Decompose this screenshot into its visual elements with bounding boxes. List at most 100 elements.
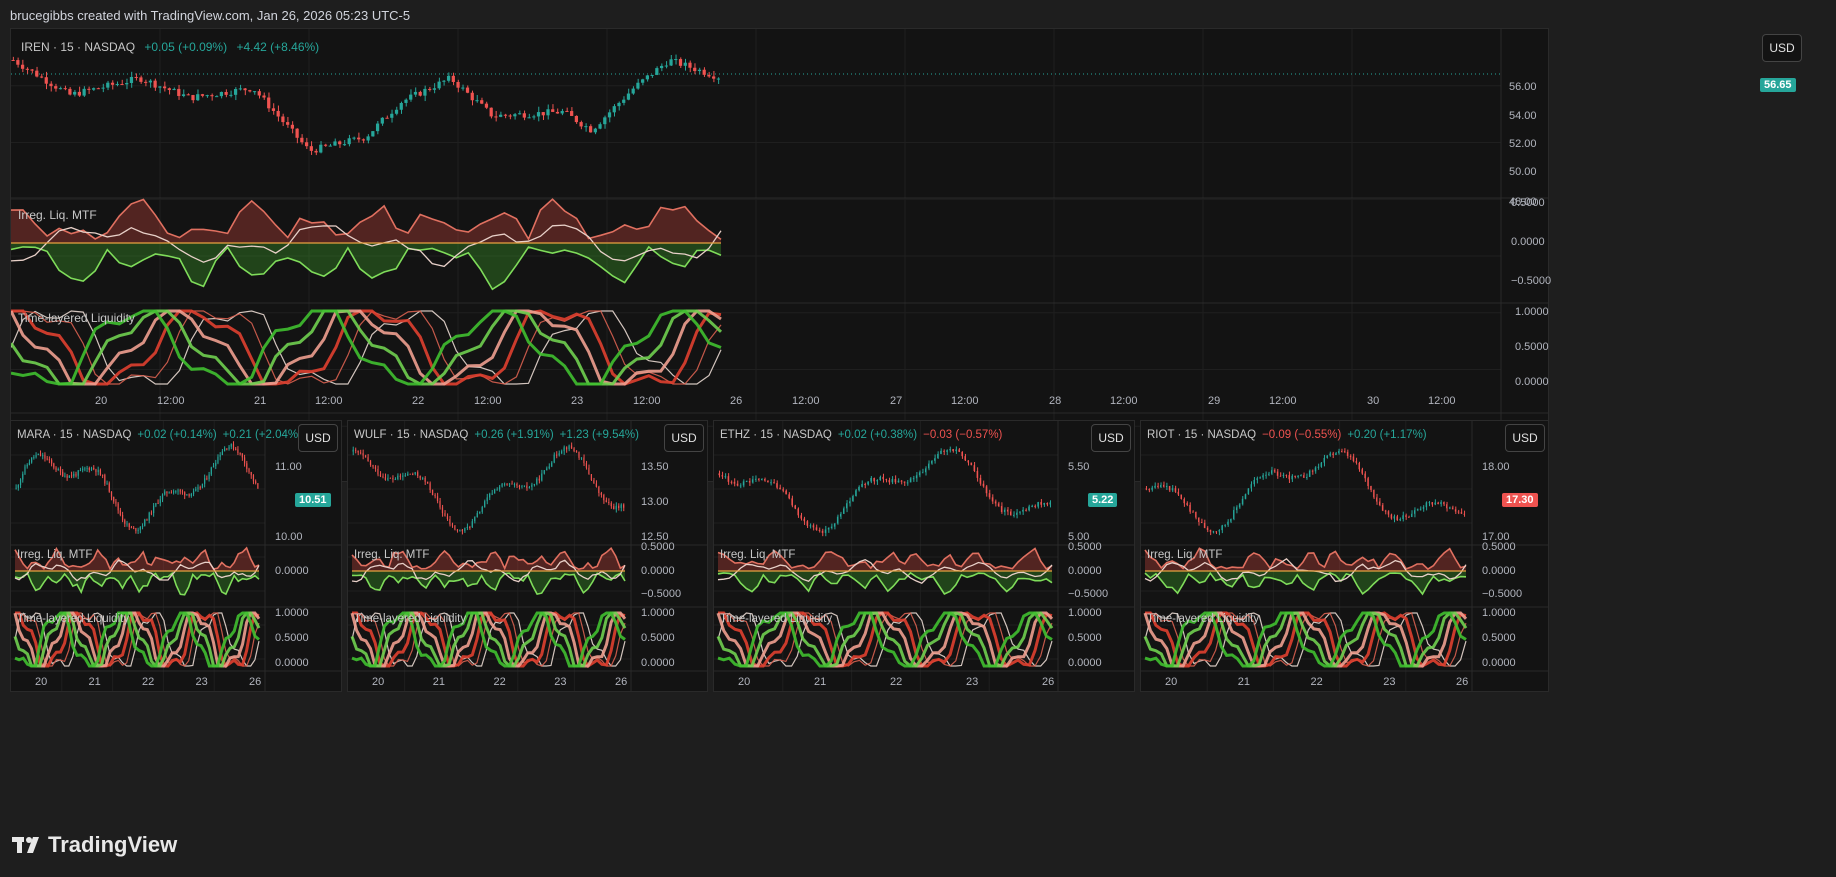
candle-body [934,458,936,461]
ind1-axis-label: 0.5000 [641,541,675,553]
mini-chart-canvas[interactable] [11,421,342,692]
indicator2-title[interactable]: Time-layered Liquidity [1147,613,1260,625]
mini-chart-pane[interactable]: MARA · 15 · NASDAQ +0.02 (+0.14%) +0.21 (+… [10,420,342,692]
candle-body [110,82,115,85]
symbol-label[interactable]: RIOT · 15 · NASDAQ [1147,429,1257,441]
candle-body [855,490,857,497]
ind2-axis-label: 1.0000 [1482,607,1516,619]
candle-body [615,505,617,510]
candle-body [952,449,954,452]
indicator1-title[interactable]: Irreg. Liq. MTF [720,549,796,561]
mini-symbol-legend: WULF · 15 · NASDAQ +0.26 (+1.91%) +1.23 (+… [354,429,639,441]
currency-button[interactable]: USD [664,424,704,452]
candle-body [153,505,155,514]
candle-body [444,513,446,517]
candle-body [200,94,205,96]
candle-body [49,83,53,87]
candle-body [68,88,72,95]
indicator1-title[interactable]: Irreg. Liq. MTF [18,208,97,222]
currency-button[interactable]: USD [1505,424,1545,452]
candle-body [237,449,239,454]
candle-body [423,88,427,96]
irreg-demand-fill [1145,571,1466,594]
candle-body [560,451,563,454]
candle-body [374,466,377,469]
currency-button[interactable]: USD [298,424,338,452]
candle-body [970,462,973,466]
ind1-axis-label: 0.5000 [1068,541,1102,553]
indicator1-title[interactable]: Irreg. Liq. MTF [17,549,93,561]
candle-body [879,476,881,481]
symbol-label[interactable]: ETHZ · 15 · NASDAQ [720,429,832,441]
time-axis-label: 30 [1367,395,1380,407]
candle-body [511,483,513,485]
mini-chart-canvas[interactable] [714,421,1135,692]
mini-chart-canvas[interactable] [1141,421,1549,692]
candle-body [191,95,195,101]
candle-body [342,144,347,146]
candle-body [42,455,44,457]
indicator2-title[interactable]: Time-layered Liquidity [720,613,833,625]
main-currency-button[interactable]: USD [1762,34,1802,62]
candle-body [465,87,470,93]
candle-body [1000,506,1003,512]
tl-layer-line [718,611,1053,668]
tl-layer-line [11,309,722,386]
candle-body [1200,522,1203,524]
indicator2-title[interactable]: Time-layered Liquidity [354,613,467,625]
candle-body [184,492,186,496]
candle-body [1046,502,1048,505]
candle-body [870,477,872,482]
irreg-supply-line [351,546,626,571]
candle-body [35,70,39,77]
indicator1-title[interactable]: Irreg. Liq. MTF [354,549,430,561]
time-axis-label: 28 [1049,395,1062,407]
candle-body [937,453,939,459]
candle-body [523,485,525,487]
candle-body [375,123,380,132]
candle-body [541,473,543,481]
tradingview-logo[interactable]: TradingView [12,832,177,858]
candle-body [538,478,540,481]
mini-symbol-legend: MARA · 15 · NASDAQ +0.02 (+0.14%) +0.21 (+… [17,429,302,441]
indicator2-title[interactable]: Time-layered Liquidity [17,613,130,625]
currency-button[interactable]: USD [1091,424,1131,452]
time-axis-label: 23 [195,676,208,688]
candle-body [486,497,488,502]
candle-body [208,474,210,480]
time-axis-label: 20 [35,676,48,688]
mini-chart-pane[interactable]: ETHZ · 15 · NASDAQ +0.02 (+0.38%) −0.03 (−… [713,420,1135,692]
candle-body [803,518,806,522]
change-period: −0.03 (−0.57%) [923,429,1003,441]
candle-body [217,456,219,463]
candle-body [1203,522,1206,528]
candle-body [93,467,95,470]
candle-body [295,128,299,138]
candle-body [157,503,159,505]
indicator1-title[interactable]: Irreg. Liq. MTF [1147,549,1223,561]
candle-body [912,478,915,480]
main-chart-canvas[interactable] [11,29,1549,482]
candle-body [230,444,232,447]
candle-body [392,478,394,480]
candle-body [788,494,790,499]
candle-body [11,60,15,61]
mini-chart-canvas[interactable] [348,421,708,692]
candle-body [26,464,28,467]
mini-chart-pane[interactable]: RIOT · 15 · NASDAQ −0.09 (−0.55%) +0.20 (+… [1140,420,1549,692]
mini-chart-pane[interactable]: WULF · 15 · NASDAQ +0.26 (+1.91%) +1.23 (+… [347,420,708,692]
candle-body [688,62,692,68]
main-chart-pane[interactable]: IREN · 15 · NASDAQ +0.05 (+0.09%) +4.42 … [10,28,1549,482]
candle-body [724,476,727,478]
candle-body [1215,531,1217,533]
symbol-label[interactable]: MARA · 15 · NASDAQ [17,429,132,441]
symbol-label[interactable]: IREN · 15 · NASDAQ [21,40,136,54]
candle-body [600,492,602,495]
indicator2-title[interactable]: Time-layered Liquidity [18,311,135,325]
symbol-label[interactable]: WULF · 15 · NASDAQ [354,429,469,441]
candle-body [578,451,580,458]
candle-body [219,455,221,457]
candle-body [390,113,394,118]
candle-body [846,503,848,509]
candle-body [46,458,48,460]
